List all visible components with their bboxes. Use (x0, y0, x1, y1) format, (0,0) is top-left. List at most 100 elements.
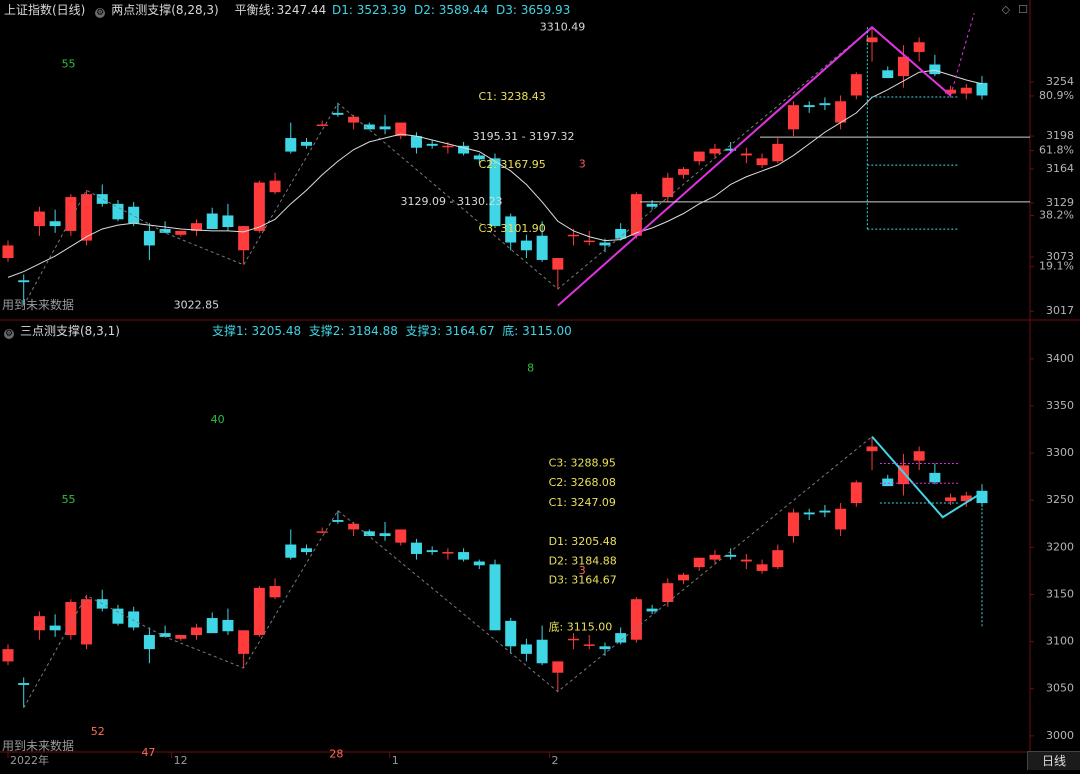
annotation: C3: 3288.95 (549, 457, 616, 470)
tab-daily[interactable]: 日线 (1027, 751, 1080, 770)
candle (348, 116, 360, 123)
indicator-name-bottom[interactable]: ⚙ 三点测支撑(8,3,1) (4, 324, 120, 339)
y-tick-label: 3198 (1046, 129, 1074, 142)
candle (363, 124, 375, 130)
candle (300, 548, 312, 553)
candle (65, 602, 77, 636)
candle (175, 635, 187, 639)
annotation: D2: 3184.88 (549, 555, 617, 568)
candle (458, 145, 470, 154)
settings-icon[interactable]: ⚙ (4, 329, 14, 339)
candle (725, 148, 737, 151)
candle (143, 230, 155, 246)
annotation: 8 (527, 361, 534, 374)
candle (269, 586, 281, 598)
candle (81, 194, 93, 241)
candle (363, 531, 375, 537)
candle (206, 618, 218, 634)
index-title[interactable]: 上证指数(日线) (4, 3, 86, 17)
candle (285, 544, 297, 558)
candle (18, 280, 30, 283)
balance-value: 3247.44 (276, 3, 327, 17)
candle (300, 141, 312, 146)
candle (33, 616, 45, 631)
annotation: 3195.31 - 3197.32 (473, 130, 575, 143)
candle (772, 550, 784, 568)
candle (253, 182, 265, 231)
candle (803, 105, 815, 108)
candle (756, 564, 768, 571)
annotation: 28 (329, 748, 343, 761)
candle (882, 70, 894, 79)
candle (646, 203, 658, 207)
candle (599, 242, 611, 246)
candle (222, 619, 234, 632)
candle (630, 599, 642, 640)
x-tick-label: 2022年 (10, 753, 49, 767)
y-tick-label: 19.1% (1039, 260, 1074, 273)
annotation: 40 (211, 413, 225, 426)
candle (2, 649, 14, 662)
candle (662, 177, 674, 198)
trend-line (557, 25, 952, 307)
candle (693, 151, 705, 162)
support-values: 支撑1: 3205.48 支撑2: 3184.88 支撑3: 3164.67 底… (212, 324, 572, 338)
candle (882, 478, 894, 487)
close-icon[interactable]: ☐ (1018, 3, 1028, 16)
indicator-name[interactable]: ⚙ 两点测支撑(8,28,3) (95, 3, 219, 18)
candle (379, 126, 391, 130)
y-tick-label: 38.2% (1039, 208, 1074, 221)
future-data-label-top: 用到未来数据 (2, 298, 75, 312)
candle (410, 542, 422, 554)
candle (929, 64, 941, 75)
annotation: 3022.85 (174, 299, 220, 312)
candle (332, 112, 344, 115)
y-tick-label: 3000 (1046, 729, 1074, 742)
candle (332, 520, 344, 522)
balance-label: 平衡线: (234, 3, 275, 17)
candle (740, 153, 752, 156)
candle (285, 138, 297, 152)
candle (976, 82, 988, 96)
candle (316, 531, 328, 533)
candle (835, 508, 847, 530)
bottom-panel: 3400 3350 3300 3250 3200 3150 3100 3050 3000 C3: … (2, 352, 1074, 761)
annotation: C2: 3268.08 (549, 476, 616, 489)
y-tick-label: 3017 (1046, 304, 1074, 317)
annotation: 47 (141, 746, 155, 759)
settings-icon[interactable]: ⚙ (95, 8, 106, 18)
y-tick-label: 3250 (1046, 493, 1074, 506)
candle (316, 124, 328, 126)
candle (756, 158, 768, 166)
candle (191, 223, 203, 231)
top-header: 上证指数(日线) ⚙ 两点测支撑(8,28,3) 平衡线: 3247.44 (4, 1, 332, 19)
candle (866, 446, 878, 452)
bottom-header: ⚙ 三点测支撑(8,3,1) (4, 322, 132, 340)
diamond-icon[interactable]: ◇ (1001, 3, 1011, 16)
candle (238, 630, 250, 654)
candle (175, 230, 187, 235)
y-tick-label: 3150 (1046, 587, 1074, 600)
candle (191, 627, 203, 636)
candle (850, 482, 862, 504)
candle (33, 211, 45, 227)
candle (222, 215, 234, 228)
candle (787, 512, 799, 537)
candle (678, 574, 690, 581)
candle (835, 101, 847, 123)
y-tick-label: 3200 (1046, 540, 1074, 553)
candle (112, 608, 124, 624)
candle (395, 529, 407, 543)
annotation: C1: 3238.43 (478, 90, 545, 103)
candle (945, 497, 957, 502)
candle (489, 158, 501, 227)
x-tick-label: 12 (174, 754, 188, 767)
candle (395, 122, 407, 137)
candle (426, 550, 438, 553)
candle (128, 206, 140, 224)
candle (81, 599, 93, 645)
candle (615, 228, 627, 239)
candle (583, 240, 595, 243)
